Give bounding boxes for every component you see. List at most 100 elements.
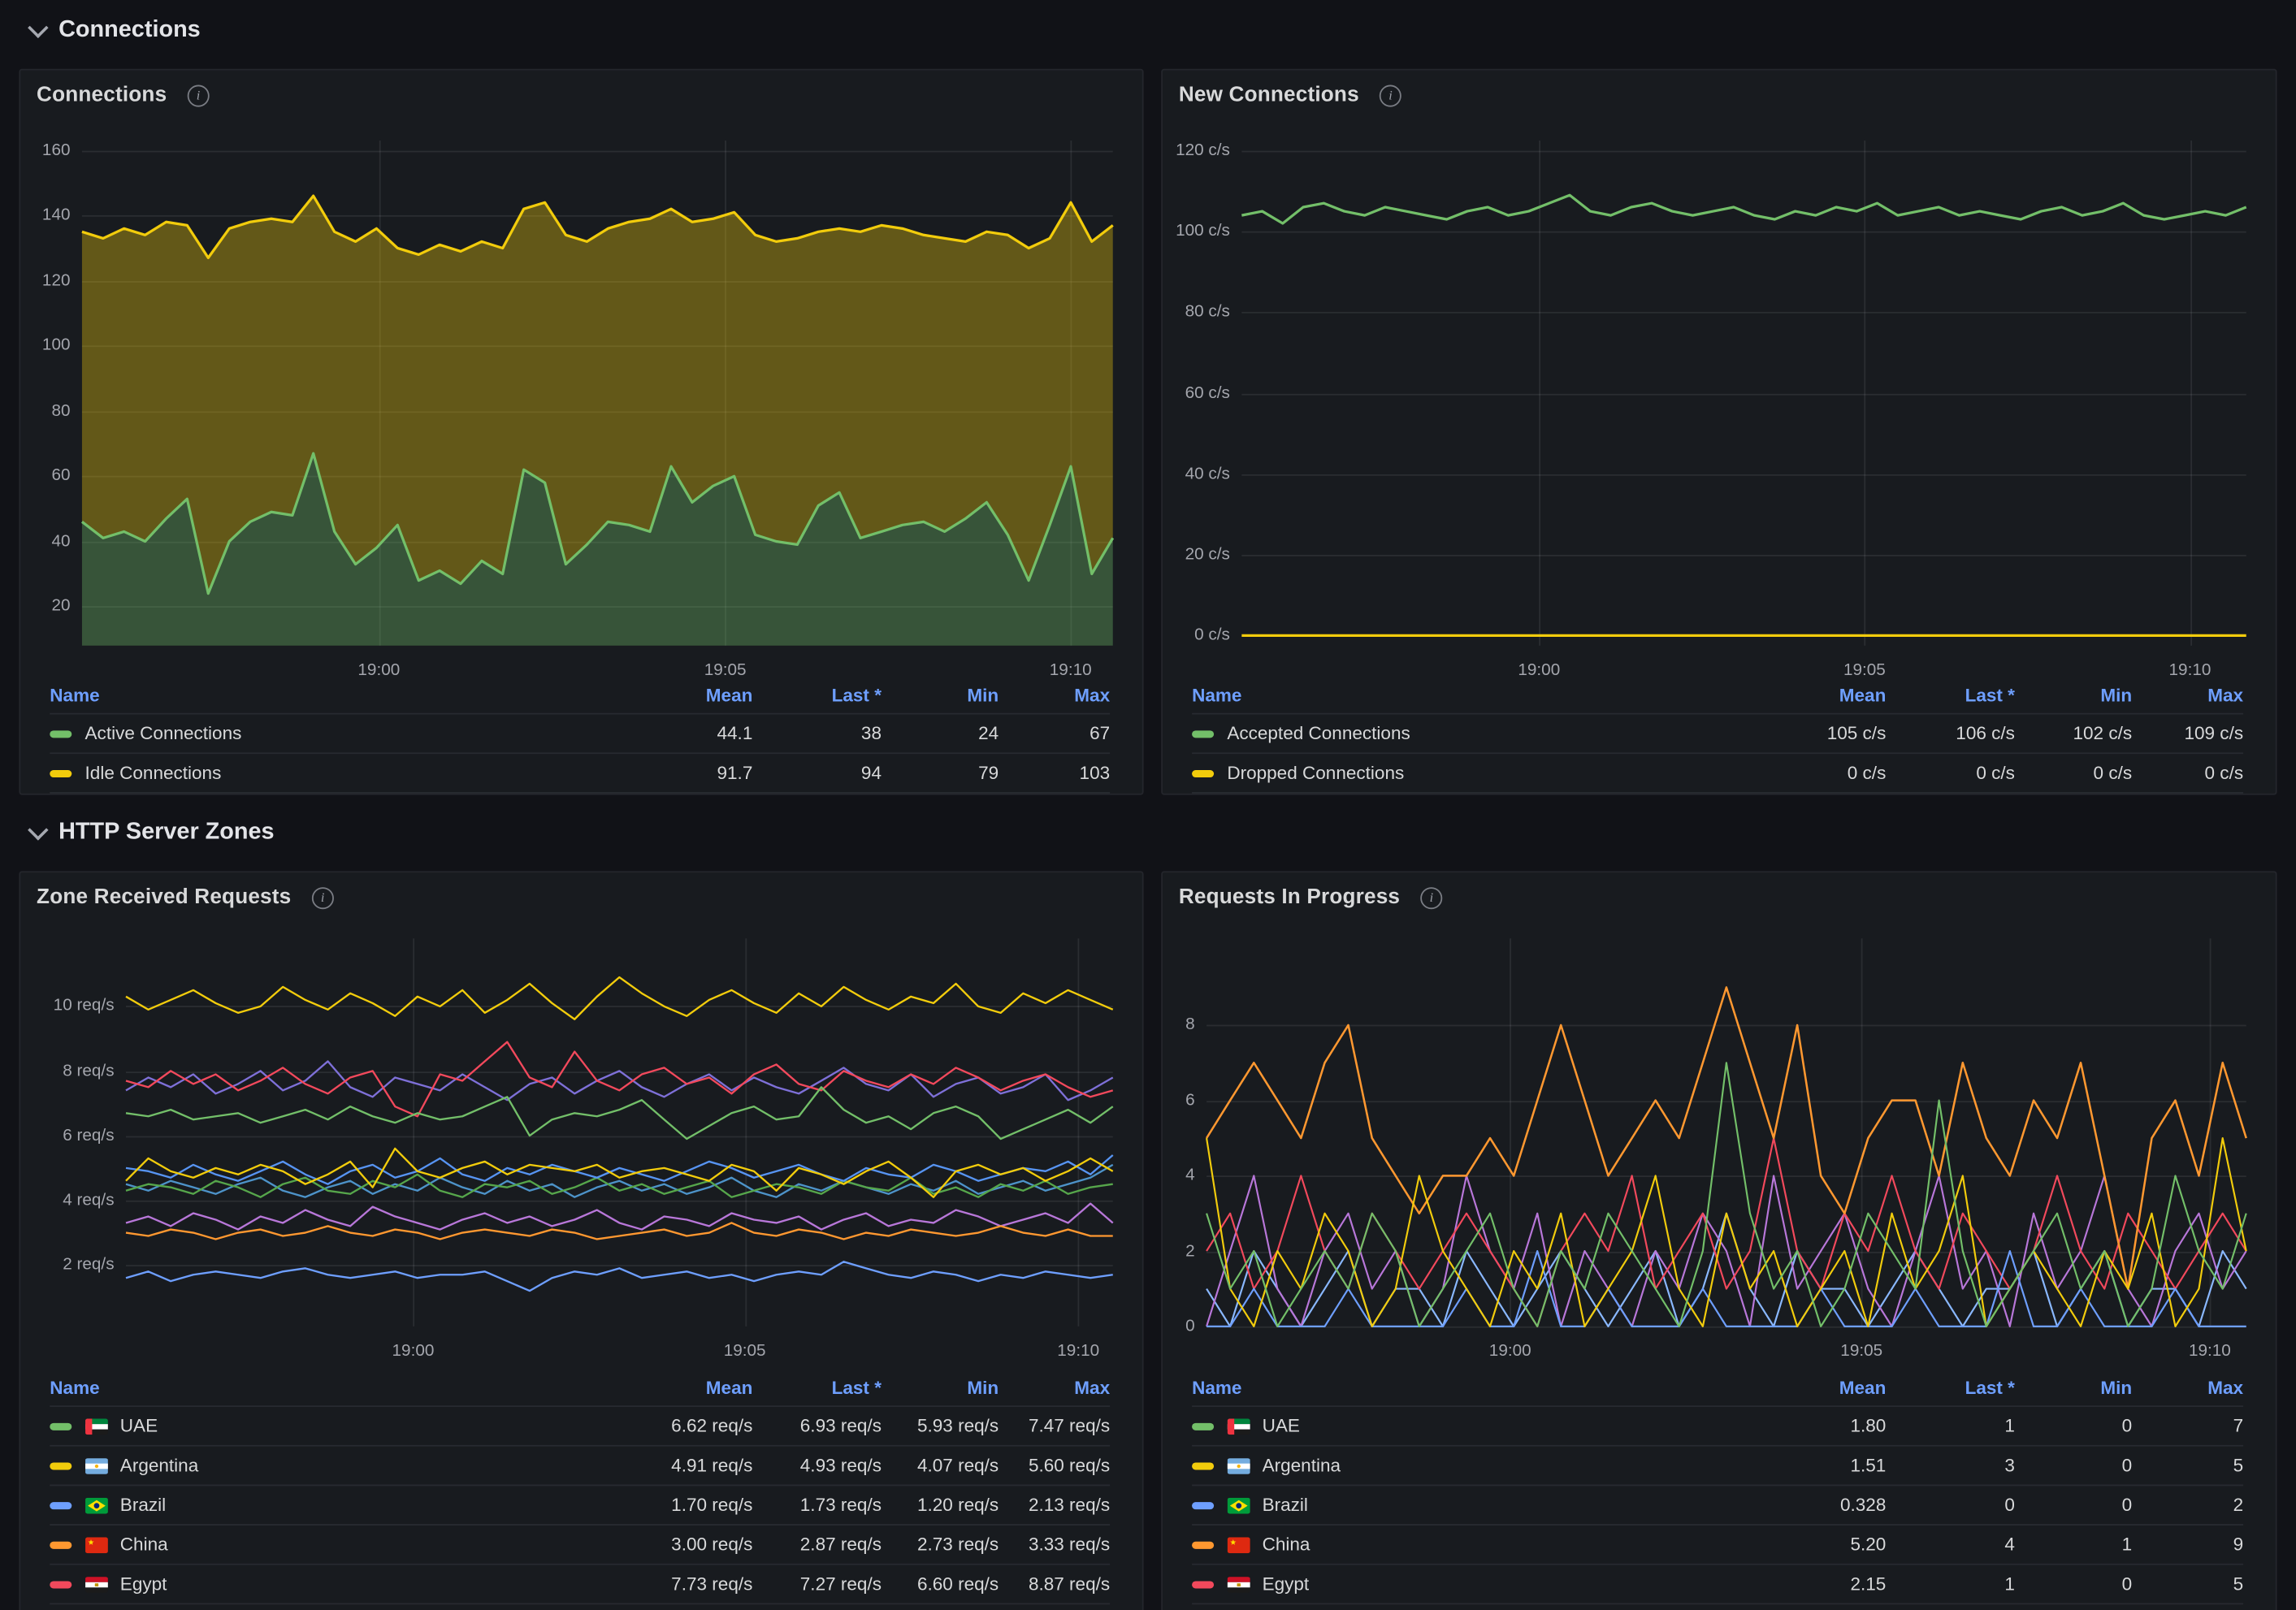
gridline: [125, 1265, 1113, 1267]
panel-title[interactable]: Zone Received Requests: [37, 885, 292, 910]
legend-header-mean[interactable]: Mean: [705, 1377, 753, 1399]
legend-header-mean[interactable]: Mean: [705, 685, 753, 706]
info-icon[interactable]: i: [1380, 84, 1402, 106]
series-line: [80, 452, 1115, 595]
legend-header-min[interactable]: Min: [2100, 1377, 2133, 1399]
legend-row[interactable]: Active Connections 44.1 38 24 67: [50, 712, 1111, 753]
stat-last: 38: [860, 723, 882, 744]
stat-last: 1: [2004, 1415, 2015, 1437]
gridline: [1206, 1175, 2246, 1178]
legend-header-max[interactable]: Max: [1074, 685, 1111, 706]
stat-last: 1: [2004, 1573, 2015, 1595]
flag-ar-icon: [85, 1457, 109, 1474]
legend-row[interactable]: Egypt 7.73 req/s 7.27 req/s 6.60 req/s 8.87 …: [50, 1563, 1111, 1604]
gridline: [2209, 938, 2212, 1327]
legend-row[interactable]: Idle Connections 91.7 94 79 103: [50, 752, 1111, 792]
x-tick-label: 19:05: [1840, 1342, 1883, 1361]
stat-min: 0: [2121, 1415, 2133, 1437]
series-line: [1206, 986, 2247, 1290]
gridline: [125, 1136, 1113, 1137]
series-color-swatch: [50, 1501, 72, 1509]
series-line: [125, 1086, 1114, 1140]
stat-last: 2.87 req/s: [799, 1534, 882, 1556]
legend-header-max[interactable]: Max: [2207, 1377, 2244, 1399]
legend-header-max[interactable]: Max: [2207, 685, 2244, 706]
series-label: Dropped Connections: [1227, 762, 1405, 784]
gridline: [379, 141, 381, 646]
y-tick-label: 100: [41, 336, 71, 355]
legend-row[interactable]: Dropped Connections 0 c/s 0 c/s 0 c/s 0 c/s: [1192, 752, 2244, 792]
stat-max: 3.33 req/s: [1028, 1534, 1111, 1556]
legend-row[interactable]: Brazil 1.70 req/s 1.73 req/s 1.20 req/s 2.13…: [50, 1484, 1111, 1525]
legend-row[interactable]: UAE 6.62 req/s 6.93 req/s 5.93 req/s 7.47 re…: [50, 1405, 1111, 1445]
section-row-connections[interactable]: Connections: [28, 13, 201, 48]
flag-eg-icon: [1227, 1576, 1250, 1592]
section-row-http-server-zones[interactable]: HTTP Server Zones: [28, 816, 275, 850]
series-label: Brazil: [119, 1495, 167, 1516]
legend-header-name[interactable]: Name: [50, 1377, 100, 1399]
panel-zone-received-requests: Zone Received Requests i 2 req/s 4 req/s 6…: [19, 871, 1144, 1610]
panel-title[interactable]: Connections: [37, 83, 167, 107]
legend-header-last[interactable]: Last *: [1965, 1377, 2015, 1399]
series-line: [1206, 1062, 2247, 1327]
gridline: [1241, 231, 2246, 233]
series-label: Egypt: [1262, 1573, 1310, 1595]
series-color-swatch: [50, 1461, 72, 1469]
series-label: Egypt: [119, 1573, 167, 1595]
legend-header-last[interactable]: Last *: [831, 685, 882, 706]
series-plot: [1206, 986, 2247, 1327]
panel-header: Requests In Progress i: [1163, 872, 2276, 922]
legend-header-last[interactable]: Last *: [1965, 685, 2015, 706]
gridline: [744, 938, 747, 1327]
x-tick-label: 19:00: [1518, 661, 1561, 680]
stat-mean: 1.51: [1850, 1455, 1887, 1476]
legend-row[interactable]: UAE 1.80 1 0 7: [1192, 1405, 2244, 1445]
legend-header-min[interactable]: Min: [2100, 685, 2133, 706]
y-tick-label: 80: [51, 402, 71, 420]
legend-row[interactable]: Egypt 2.15 1 0 5: [1192, 1563, 2244, 1604]
legend-header: Name Mean Last * Min Max: [50, 1370, 1110, 1405]
legend-header-mean[interactable]: Mean: [1839, 685, 1887, 706]
series-name: Active Connections: [50, 723, 594, 744]
stat-max: 8.87 req/s: [1028, 1573, 1111, 1595]
legend-header-min[interactable]: Min: [967, 685, 999, 706]
gridline: [81, 541, 1113, 543]
legend-row[interactable]: Accepted Connections 105 c/s 106 c/s 102 c/…: [1192, 712, 2244, 753]
legend-row[interactable]: China 5.20 4 1 9: [1192, 1524, 2244, 1564]
panel-title[interactable]: New Connections: [1178, 83, 1359, 107]
series-label: Argentina: [119, 1455, 199, 1476]
legend-header-max[interactable]: Max: [1074, 1377, 1111, 1399]
stat-max: 9: [2233, 1534, 2244, 1556]
info-icon[interactable]: i: [187, 84, 210, 106]
legend-header-name[interactable]: Name: [1192, 1377, 1242, 1399]
series-label: Brazil: [1262, 1495, 1308, 1516]
x-tick-label: 19:00: [1488, 1342, 1531, 1361]
flag-ae-icon: [1227, 1417, 1250, 1435]
gridline: [81, 345, 1113, 348]
info-icon[interactable]: i: [311, 886, 334, 909]
legend-header-last[interactable]: Last *: [831, 1377, 882, 1399]
gridline: [725, 141, 727, 646]
legend-header: Name Mean Last * Min Max: [50, 677, 1110, 712]
series-line: [125, 1261, 1113, 1292]
legend-row[interactable]: Brazil 0.328 0 0 2: [1192, 1484, 2244, 1525]
y-tick-label: 8: [1185, 1016, 1195, 1034]
section-title: Connections: [58, 17, 201, 43]
legend-header-mean[interactable]: Mean: [1839, 1377, 1887, 1399]
gridline: [81, 410, 1113, 413]
legend-row[interactable]: Argentina 1.51 3 0 5: [1192, 1444, 2244, 1485]
info-icon[interactable]: i: [1420, 886, 1443, 909]
legend-row[interactable]: China 3.00 req/s 2.87 req/s 2.73 req/s 3.33 …: [50, 1524, 1111, 1564]
panel-title[interactable]: Requests In Progress: [1178, 885, 1401, 910]
legend-header-name[interactable]: Name: [1192, 685, 1242, 706]
legend-row[interactable]: Argentina 4.91 req/s 4.93 req/s 4.07 req/s 5…: [50, 1444, 1111, 1485]
legend-header-name[interactable]: Name: [50, 685, 100, 706]
gridline: [81, 215, 1113, 218]
gridline: [125, 1200, 1113, 1202]
area-fill: [81, 196, 1113, 594]
series-label: Idle Connections: [84, 762, 222, 784]
legend-header-min[interactable]: Min: [967, 1377, 999, 1399]
chart-area: 20 40 60 80 100 120 140 160 19:00 19:05 19:10 Name M…: [20, 71, 1142, 794]
x-tick-label: 19:10: [1049, 661, 1092, 680]
stat-last: 0: [2004, 1495, 2015, 1516]
